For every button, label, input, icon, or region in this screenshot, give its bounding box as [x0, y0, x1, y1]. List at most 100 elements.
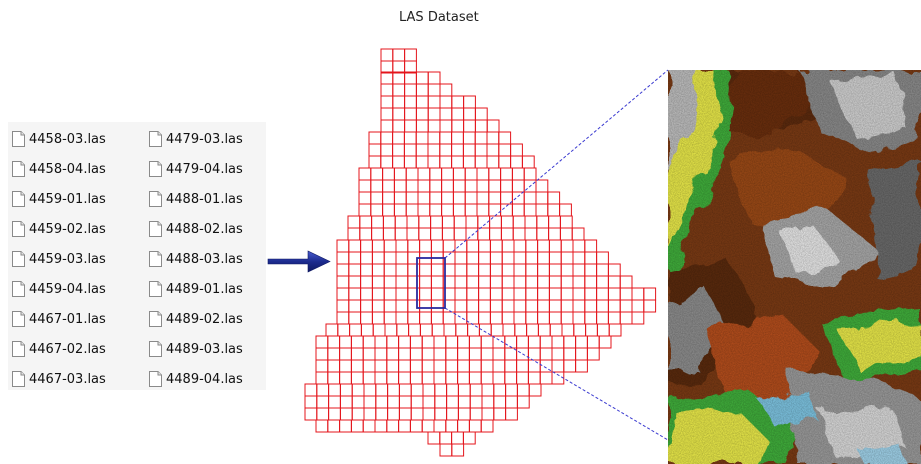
las-tile: [433, 371, 447, 385]
las-tile: [392, 107, 406, 121]
las-tile: [548, 215, 561, 229]
las-file-name: 4489-03.las: [166, 341, 243, 357]
las-tile: [455, 323, 469, 337]
las-tile: [422, 407, 436, 421]
las-tile: [409, 359, 423, 373]
las-tile: [348, 263, 362, 277]
las-tile: [380, 71, 394, 85]
las-tile: [439, 107, 453, 121]
las-file-item[interactable]: 4489-03.las: [149, 338, 243, 360]
las-file-name: 4488-03.las: [166, 251, 243, 267]
las-tile: [429, 179, 443, 193]
las-tile: [419, 275, 432, 289]
las-tile: [502, 323, 516, 337]
las-tile: [347, 215, 361, 229]
las-tile: [386, 335, 400, 349]
las-tile: [453, 227, 467, 241]
las-tile: [316, 383, 330, 397]
las-file-item[interactable]: 4459-02.las: [12, 218, 106, 240]
las-tile: [430, 311, 444, 325]
las-tile: [466, 239, 480, 253]
las-tile: [505, 407, 518, 421]
las-tile: [392, 119, 406, 133]
las-tile: [315, 359, 329, 373]
las-file-item[interactable]: 4458-03.las: [12, 128, 106, 150]
las-file-name: 4488-02.las: [166, 221, 243, 237]
las-tile: [537, 239, 550, 253]
las-tile: [431, 323, 445, 337]
las-tile: [451, 131, 464, 145]
las-file-item[interactable]: 4489-01.las: [149, 278, 243, 300]
las-tile: [469, 395, 483, 409]
las-tile: [328, 395, 341, 409]
las-tile: [596, 251, 609, 265]
las-tile: [480, 335, 494, 349]
las-tile: [537, 299, 550, 313]
las-tile: [454, 287, 468, 301]
las-file-item[interactable]: 4459-01.las: [12, 188, 106, 210]
las-file-item[interactable]: 4467-03.las: [12, 368, 106, 390]
las-tile: [492, 371, 506, 385]
las-tile: [304, 383, 318, 397]
las-tile: [427, 107, 441, 121]
las-tile: [315, 335, 329, 349]
las-tile: [404, 83, 417, 97]
las-tile: [441, 179, 454, 193]
las-tile: [433, 419, 447, 433]
las-tile: [524, 227, 538, 241]
las-file-item[interactable]: 4479-03.las: [149, 128, 243, 150]
las-file-item[interactable]: 4479-04.las: [149, 158, 243, 180]
las-tile: [488, 191, 502, 205]
las-file-item[interactable]: 4488-02.las: [149, 218, 243, 240]
las-tile-grid: [304, 48, 657, 457]
las-tile: [441, 203, 454, 217]
las-file-item[interactable]: 4458-04.las: [12, 158, 106, 180]
las-tile: [463, 119, 476, 133]
las-file-item[interactable]: 4467-01.las: [12, 308, 106, 330]
las-tile: [304, 407, 318, 421]
document-icon: [149, 281, 162, 297]
las-file-item[interactable]: 4489-02.las: [149, 308, 243, 330]
las-tile: [360, 275, 373, 289]
las-tile: [382, 191, 395, 205]
las-tile: [380, 119, 394, 133]
las-file-item[interactable]: 4459-03.las: [12, 248, 106, 270]
las-tile: [478, 263, 491, 277]
las-tile: [350, 371, 364, 385]
las-tile: [467, 323, 480, 337]
las-tile: [549, 323, 563, 337]
las-tile: [398, 383, 412, 397]
las-tile: [572, 299, 586, 313]
las-tile: [513, 287, 527, 301]
las-file-item[interactable]: 4467-02.las: [12, 338, 106, 360]
las-tile: [398, 359, 411, 373]
las-tile: [536, 215, 550, 229]
las-file-item[interactable]: 4488-03.las: [149, 248, 243, 270]
las-file-name: 4459-01.las: [29, 191, 106, 207]
las-tile: [476, 167, 490, 181]
las-tile: [362, 359, 376, 373]
las-file-item[interactable]: 4488-01.las: [149, 188, 243, 210]
las-tile: [348, 275, 362, 289]
las-tile: [350, 419, 364, 433]
las-tile: [572, 275, 586, 289]
las-tile: [462, 155, 476, 169]
las-file-item[interactable]: 4459-04.las: [12, 278, 106, 300]
las-tile: [439, 431, 453, 445]
las-tile: [315, 371, 329, 385]
las-tile: [539, 347, 553, 361]
las-tile: [430, 299, 444, 313]
las-tile: [596, 263, 609, 277]
las-tile: [415, 95, 429, 109]
las-tile: [575, 335, 588, 349]
las-tile: [474, 143, 488, 157]
las-file-item[interactable]: 4489-04.las: [149, 368, 243, 390]
las-tile: [360, 251, 373, 265]
las-tile: [537, 323, 551, 337]
las-tile: [454, 251, 468, 265]
las-tile: [521, 155, 535, 169]
las-tile: [439, 119, 453, 133]
las-tile: [535, 179, 549, 193]
las-tile: [430, 227, 443, 241]
las-tile: [409, 419, 423, 433]
